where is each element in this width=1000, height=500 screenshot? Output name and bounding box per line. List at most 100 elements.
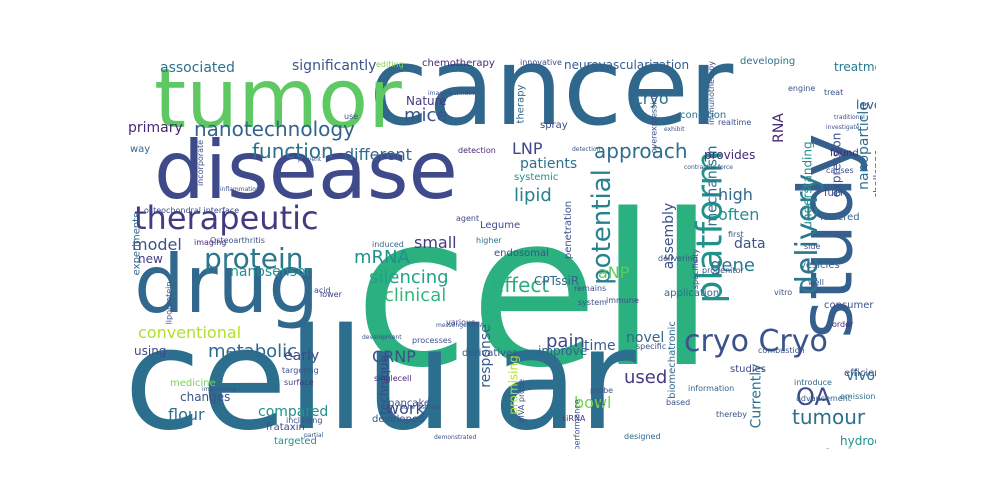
word-tumor: tumor [154,52,402,147]
word-developed: developed [372,414,425,425]
word-hydrogel: hydrogel [840,434,876,448]
word-development: development [362,334,402,341]
word-significantly: significantly [292,58,377,74]
word-cancer: cancer [369,49,734,150]
word-introduce: introduce [794,378,832,387]
word-cellular: cellular [124,299,636,450]
word-treat: treat [824,88,844,97]
word-agent: agent [456,214,480,223]
word-innovative: innovative [520,58,562,67]
word-understanding: understanding [800,141,815,229]
word-thereby: thereby [716,410,747,419]
word-editing: editing [376,60,404,69]
word-frataxin: frataxin [266,422,305,433]
word-progenitor: progenitor [702,266,744,275]
word-prevent: prevent [298,156,322,163]
word-contractile-force: contractile force [684,164,733,171]
word-cryo: cryo [634,89,669,108]
word-spray: spray [540,120,568,131]
word-lnp: LNP [512,139,543,158]
word-lower: lower [320,290,342,299]
word-time: time [584,338,616,354]
word-anp: aNP [598,263,630,282]
word-silencing: silencing [369,267,449,288]
word-effect: effect [492,273,550,297]
word-mrna: mRNA [354,247,410,268]
word-vesicles: vesicles [800,260,840,271]
word-work: work [386,399,425,418]
word-detection: detection [458,146,496,155]
word-demonstrated: demonstrated [434,434,477,441]
word-using: using [134,344,167,358]
word-cell: cell [354,169,716,414]
word-higher: higher [476,236,502,245]
word-consumer: consumer [824,300,874,311]
word-legume: Legume [480,220,521,231]
word-crnp: CRNP [372,347,416,366]
word-well: well [808,278,824,287]
word-targeting: targeting [282,366,319,375]
word-osteoarthritis: Osteoarthritis [210,236,265,245]
word-various: various [446,318,476,327]
word-studies: studies [730,364,766,375]
word-mice: mice [404,105,448,126]
word-challenge: challenge [872,149,876,199]
word-incorporate: incorporate [196,139,206,187]
word-order: order [832,320,854,329]
word-protein: protein [204,242,304,275]
word-gene: gene [710,255,755,276]
word-lipid: lipid [514,185,552,206]
word-information: information [688,384,735,393]
word-found: found [830,148,859,159]
word-new: new [138,252,163,266]
word-designed: designed [624,432,661,441]
word-pain: pain [546,331,585,352]
word-small: small [414,233,457,252]
word-traditional: traditional [834,114,865,121]
word-high: high [718,185,753,204]
word-processes: processes [412,336,452,345]
word-penetration: penetration [563,200,575,260]
word-cloud: cell cellular cancer tumor disease drug … [124,49,876,449]
word-fuel: fuel [824,188,843,199]
word-nanotechnology: nanotechnology [194,117,355,141]
word-realtime: realtime [718,118,752,127]
word-approach: approach [594,139,688,163]
word-experiments: experiments [131,212,143,276]
word-way: way [130,144,151,155]
word-patients: patients [520,156,578,172]
word-cryo-cryo: cryo Cryo [684,324,828,359]
word-bone-marrow: bone marrow [400,404,440,411]
word-probe: probe [590,386,614,395]
word-pancake: pancake [388,398,431,409]
word-inflammation: inflammation [220,186,260,193]
word-conventional: conventional [138,323,242,342]
word-often: often [718,205,760,224]
word-importance: importance [202,386,237,393]
word-cptssir: CPTssiR [534,274,580,288]
word-oa: OA [796,383,831,411]
word-singlecell: singlecell [374,374,412,383]
word-first: first [728,230,744,239]
word-model: model [132,235,182,254]
word-immunotherapy: immunotherapy [706,61,716,125]
word-delivering: delivering [658,254,698,263]
word-emission: emission [840,392,876,401]
word-investigate: investigate [826,124,860,131]
word-derivatives: derivatives [462,348,518,359]
word-performance: performance [572,399,582,449]
word-il: IL [598,398,605,407]
word-system: system [578,298,607,307]
word-level: level [856,98,876,112]
word-combustion: combustion [758,346,805,355]
word-overexpression: overexpression [649,92,659,154]
word-therapeutic: therapeutic [134,199,319,237]
word-different: different [344,145,412,164]
word-imaging-window: imaging window [428,90,477,97]
word-biva-probe: BIVA probe [516,379,526,423]
word-immune: immune [606,296,639,305]
word-partial: partial [304,432,324,439]
word-detection-small: detection [572,146,601,153]
word-medicine: medicine [170,378,216,389]
word-application: application [664,288,720,299]
